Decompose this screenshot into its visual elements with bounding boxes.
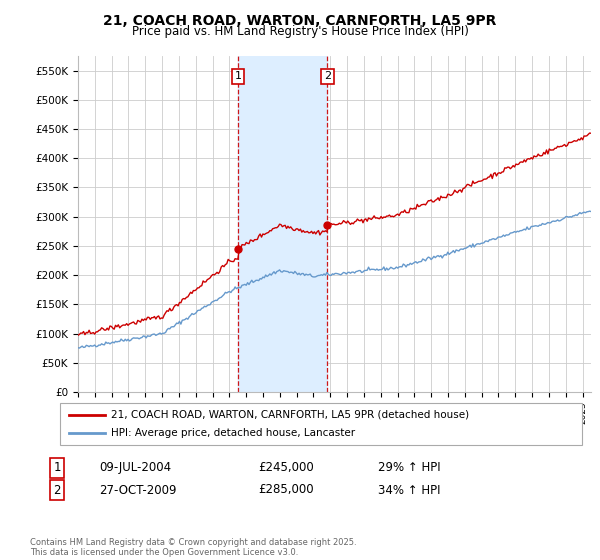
Text: 29% ↑ HPI: 29% ↑ HPI xyxy=(378,461,440,474)
Text: £285,000: £285,000 xyxy=(258,483,314,497)
Text: 2: 2 xyxy=(324,72,331,81)
Text: 21, COACH ROAD, WARTON, CARNFORTH, LA5 9PR: 21, COACH ROAD, WARTON, CARNFORTH, LA5 9… xyxy=(103,14,497,28)
Text: £245,000: £245,000 xyxy=(258,461,314,474)
Text: 1: 1 xyxy=(53,461,61,474)
Text: Contains HM Land Registry data © Crown copyright and database right 2025.
This d: Contains HM Land Registry data © Crown c… xyxy=(30,538,356,557)
Text: 1: 1 xyxy=(235,72,242,81)
Bar xyxy=(238,56,327,392)
Text: HPI: Average price, detached house, Lancaster: HPI: Average price, detached house, Lanc… xyxy=(111,428,355,438)
Text: 27-OCT-2009: 27-OCT-2009 xyxy=(99,483,176,497)
Text: 21, COACH ROAD, WARTON, CARNFORTH, LA5 9PR (detached house): 21, COACH ROAD, WARTON, CARNFORTH, LA5 9… xyxy=(111,410,469,420)
Text: 09-JUL-2004: 09-JUL-2004 xyxy=(99,461,171,474)
Text: 34% ↑ HPI: 34% ↑ HPI xyxy=(378,483,440,497)
Text: Price paid vs. HM Land Registry's House Price Index (HPI): Price paid vs. HM Land Registry's House … xyxy=(131,25,469,38)
Text: 2: 2 xyxy=(53,483,61,497)
